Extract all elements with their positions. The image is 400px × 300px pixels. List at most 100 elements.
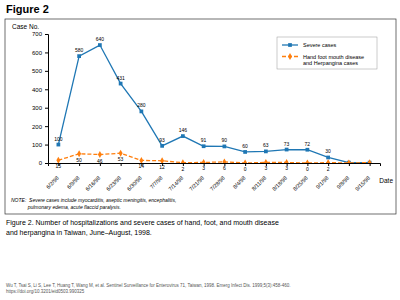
data-label: 6 bbox=[223, 165, 226, 171]
series bbox=[57, 43, 372, 163]
data-label: 90 bbox=[222, 137, 228, 143]
x-tick-label: 9/8/98 bbox=[335, 175, 350, 190]
series-marker bbox=[202, 144, 206, 148]
x-tick: 7/14/98 bbox=[167, 163, 184, 192]
data-labels: 1005806404312809314691906063737230155046… bbox=[54, 36, 331, 172]
series-marker bbox=[57, 143, 61, 147]
series-marker bbox=[223, 145, 227, 149]
citation: Wu T, Tsai S, Li S, Lee T, Huang T, Wang… bbox=[6, 283, 291, 294]
x-tick: 8/11/98 bbox=[251, 163, 268, 192]
series-line bbox=[58, 153, 369, 163]
data-label: 46 bbox=[97, 158, 103, 164]
x-tick-mark bbox=[79, 163, 80, 166]
series-marker bbox=[368, 159, 372, 163]
series-marker bbox=[119, 82, 123, 86]
data-label: 63 bbox=[263, 142, 269, 148]
y-tick: 300 bbox=[32, 105, 48, 111]
series-marker bbox=[264, 150, 268, 154]
series-marker bbox=[305, 160, 309, 163]
series-marker bbox=[285, 148, 289, 152]
y-axis: 0100200300400500600700 bbox=[32, 31, 49, 166]
x-tick: 7/21/98 bbox=[188, 163, 205, 192]
legend-label-line: Hand foot mouth disease bbox=[303, 54, 364, 60]
legend-label-line: Severe cases bbox=[303, 42, 337, 48]
data-label: 50 bbox=[76, 157, 82, 163]
series-marker bbox=[306, 148, 310, 152]
y-tick-mark bbox=[45, 34, 48, 35]
data-label: 15 bbox=[56, 163, 62, 169]
x-tick-mark bbox=[349, 163, 350, 166]
y-tick-mark bbox=[45, 163, 48, 164]
y-tick-label: 400 bbox=[32, 87, 43, 93]
series-marker bbox=[243, 160, 247, 163]
x-tick-label: 6/16/98 bbox=[84, 175, 101, 192]
data-label: 2 bbox=[181, 166, 184, 172]
data-label: 0 bbox=[306, 166, 309, 172]
series-line bbox=[58, 45, 369, 163]
series-marker bbox=[139, 157, 143, 163]
y-tick: 400 bbox=[32, 87, 48, 93]
series-marker bbox=[160, 157, 164, 163]
data-label: 3 bbox=[202, 165, 205, 171]
y-tick: 500 bbox=[32, 68, 48, 74]
y-tick-mark bbox=[45, 89, 48, 90]
legend-label: Severe cases bbox=[303, 42, 337, 48]
legend-entry: Severe cases bbox=[282, 42, 337, 48]
y-tick-mark bbox=[45, 145, 48, 146]
note-line: pulmonary edema, acute flaccid paralysis… bbox=[11, 204, 121, 210]
x-tick-label: 9/1/98 bbox=[315, 175, 330, 190]
series-marker bbox=[222, 158, 226, 163]
y-tick-label: 300 bbox=[32, 105, 43, 111]
x-tick: 8/18/98 bbox=[271, 163, 288, 192]
caption-line: Figure 2. Number of hospitalizations and… bbox=[6, 219, 279, 227]
y-tick: 200 bbox=[32, 124, 48, 130]
series-marker bbox=[326, 159, 330, 163]
marks bbox=[56, 43, 371, 163]
x-tick-label: 6/30/98 bbox=[126, 175, 143, 192]
legend-label-line: and Herpangina cases bbox=[303, 60, 358, 66]
data-label: 0 bbox=[244, 166, 247, 172]
x-tick-label: 7/14/98 bbox=[167, 175, 184, 192]
series-marker bbox=[243, 150, 247, 154]
series-marker bbox=[202, 159, 206, 163]
chart-frame bbox=[5, 19, 396, 214]
series-marker bbox=[264, 159, 268, 163]
y-tick-label: 200 bbox=[32, 124, 43, 130]
y-tick: 700 bbox=[32, 31, 48, 37]
data-label: 146 bbox=[179, 127, 188, 133]
citation-line: https://doi.org/10.3201/eid0503.990325 bbox=[6, 289, 85, 294]
x-tick: 6/16/98 bbox=[84, 163, 101, 192]
caption-line: and herpangina in Taiwan, June–August, 1… bbox=[6, 229, 152, 237]
x-tick-label: 7/21/98 bbox=[188, 175, 205, 192]
series-marker bbox=[326, 156, 330, 160]
y-tick-mark bbox=[45, 71, 48, 72]
y-tick-label: 700 bbox=[32, 31, 43, 37]
series-marker bbox=[160, 144, 164, 148]
series-marker bbox=[77, 54, 81, 58]
data-label: 72 bbox=[305, 141, 311, 147]
data-label: 91 bbox=[201, 137, 207, 143]
x-tick-label: 9/15/98 bbox=[354, 175, 371, 192]
x-tick: 8/4/98 bbox=[232, 163, 247, 190]
x-tick: 9/1/98 bbox=[315, 163, 330, 190]
x-axis-title: Date bbox=[379, 177, 393, 184]
x-tick-mark bbox=[121, 163, 122, 166]
y-tick: 0 bbox=[39, 160, 48, 166]
legend-marker bbox=[288, 53, 292, 60]
data-label: 53 bbox=[118, 156, 124, 162]
y-axis-line bbox=[45, 35, 49, 164]
legend: Severe cases Hand foot mouth diseaseand H… bbox=[277, 37, 377, 69]
title: Figure 2 bbox=[6, 3, 49, 15]
data-label: 12 bbox=[159, 164, 165, 170]
series-marker bbox=[140, 110, 144, 114]
data-label: 640 bbox=[96, 36, 105, 42]
y-tick-mark bbox=[45, 108, 48, 109]
x-tick: 9/8/98 bbox=[335, 163, 350, 190]
y-tick-mark bbox=[45, 126, 48, 127]
data-label: 2 bbox=[327, 166, 330, 172]
y-tick-label: 600 bbox=[32, 50, 43, 56]
caption: Figure 2. Number of hospitalizations and… bbox=[6, 219, 279, 237]
x-tick-label: 8/18/98 bbox=[271, 175, 288, 192]
data-label: 73 bbox=[284, 141, 290, 147]
series-marker bbox=[285, 159, 289, 163]
